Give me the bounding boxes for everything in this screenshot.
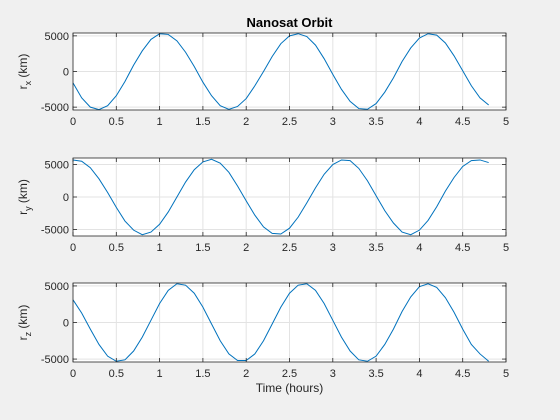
x-tick-label: 4.5 xyxy=(455,242,470,254)
y-axis-label: ry (km) xyxy=(16,179,33,215)
x-tick-label: 3 xyxy=(330,116,336,128)
x-tick-label: 1 xyxy=(157,116,163,128)
x-tick-label: 2 xyxy=(243,242,249,254)
y-tick-label: 5000 xyxy=(45,160,69,172)
y-tick-label: 5000 xyxy=(45,281,69,293)
x-tick-label: 2.5 xyxy=(282,242,297,254)
y-tick-label: -5000 xyxy=(41,102,69,114)
x-tick-label: 0 xyxy=(70,368,76,380)
x-tick-label: 2 xyxy=(243,116,249,128)
y-axis-label: rz (km) xyxy=(16,305,33,341)
x-tick-label: 0 xyxy=(70,242,76,254)
x-tick-label: 2.5 xyxy=(282,116,297,128)
y-tick-label: -5000 xyxy=(41,225,69,237)
x-tick-label: 3 xyxy=(330,368,336,380)
x-tick-label: 0.5 xyxy=(109,368,124,380)
y-tick-label: 5000 xyxy=(45,31,69,43)
y-axis-label-subscript: z xyxy=(23,331,33,336)
x-tick-label: 1.5 xyxy=(195,116,210,128)
x-tick-label: 2 xyxy=(243,368,249,380)
x-tick-label: 5 xyxy=(503,368,509,380)
x-tick-label: 0.5 xyxy=(109,116,124,128)
x-axis-label: Time (hours) xyxy=(256,381,324,395)
x-tick-label: 4 xyxy=(416,242,422,254)
x-tick-label: 3.5 xyxy=(368,368,383,380)
y-axis-label-unit: (km) xyxy=(16,305,30,332)
y-axis-label-unit: (km) xyxy=(16,54,30,81)
series-line xyxy=(72,158,489,236)
x-tick-label: 5 xyxy=(503,242,509,254)
x-tick-label: 3.5 xyxy=(368,116,383,128)
x-tick-label: 4 xyxy=(416,368,422,380)
chart-title: Nanosat Orbit xyxy=(247,15,334,30)
y-axis-label-main: r xyxy=(16,85,30,89)
y-axis-label-subscript: x xyxy=(23,80,33,85)
x-tick-label: 4.5 xyxy=(455,368,470,380)
y-axis-label: rx (km) xyxy=(16,54,33,90)
y-tick-label: 0 xyxy=(63,192,69,204)
x-tick-label: 4.5 xyxy=(455,116,470,128)
y-axis-label-subscript: y xyxy=(23,206,33,211)
series-line xyxy=(72,33,489,111)
x-tick-label: 1 xyxy=(157,242,163,254)
y-axis-label-main: r xyxy=(16,211,30,215)
x-tick-label: 5 xyxy=(503,116,509,128)
x-tick-label: 2.5 xyxy=(282,368,297,380)
y-tick-label: -5000 xyxy=(41,354,69,366)
x-tick-label: 1.5 xyxy=(195,242,210,254)
y-tick-label: 0 xyxy=(63,318,69,330)
x-tick-label: 1.5 xyxy=(195,368,210,380)
y-axis-label-unit: (km) xyxy=(16,179,30,206)
x-tick-label: 3 xyxy=(330,242,336,254)
x-tick-label: 3.5 xyxy=(368,242,383,254)
y-tick-label: 0 xyxy=(63,67,69,79)
x-tick-label: 4 xyxy=(416,116,422,128)
y-axis-label-main: r xyxy=(16,336,30,340)
x-tick-label: 0 xyxy=(70,116,76,128)
x-tick-label: 1 xyxy=(157,368,163,380)
x-tick-label: 0.5 xyxy=(109,242,124,254)
